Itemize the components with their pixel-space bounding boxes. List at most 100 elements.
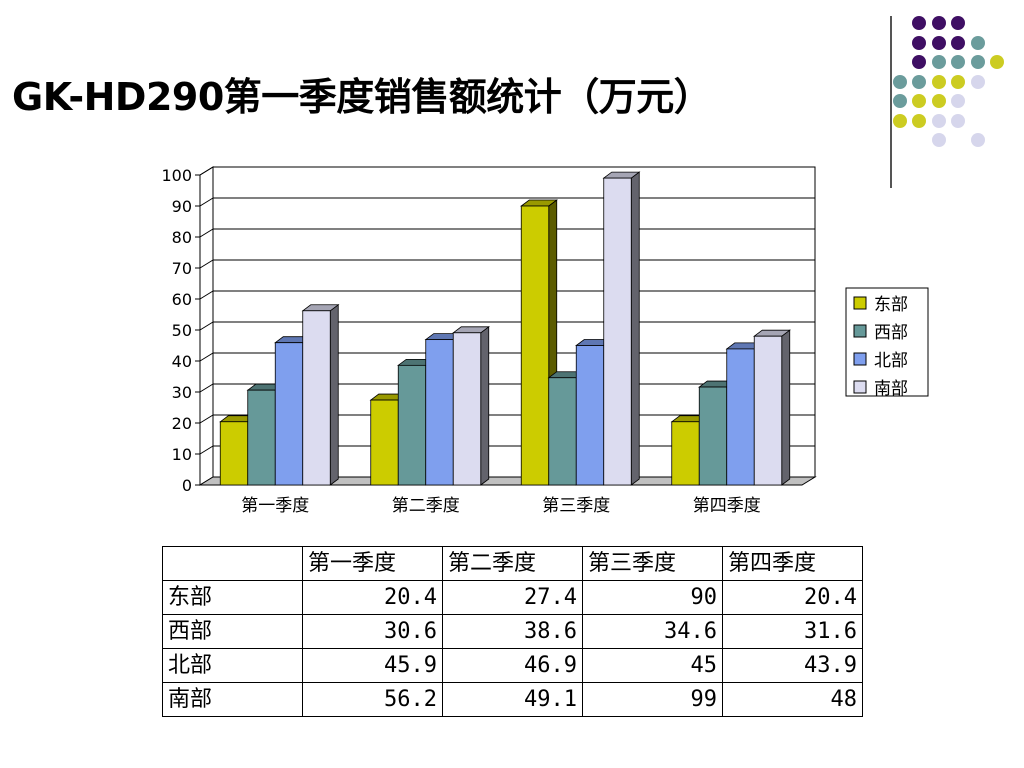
table-header-cell: 第四季度	[722, 546, 863, 581]
bar	[452, 332, 482, 486]
bar	[219, 421, 249, 486]
y-tick-label: 90	[172, 197, 192, 216]
decorative-dot	[892, 74, 907, 89]
bar	[726, 348, 755, 486]
y-tick-label: 0	[182, 476, 192, 495]
bar-side	[480, 325, 490, 486]
bar	[397, 364, 427, 486]
table-header-cell	[162, 546, 303, 581]
bar-side	[781, 329, 791, 486]
decorative-dot	[951, 113, 965, 128]
decorative-dot	[970, 74, 985, 89]
decorative-dot	[970, 35, 985, 50]
table-cell: 99	[582, 682, 723, 717]
table-cell: 90	[582, 580, 723, 615]
table-header-cell: 第二季度	[442, 546, 583, 581]
legend-label: 西部	[874, 323, 908, 343]
decorative-dot	[912, 94, 926, 108]
row-header: 北部	[162, 648, 303, 683]
decorative-dot	[912, 16, 926, 30]
legend-swatch	[853, 352, 867, 366]
legend-label: 北部	[874, 351, 908, 371]
y-tick-label: 80	[172, 228, 192, 247]
decorative-dot	[931, 74, 946, 89]
y-tick-label: 20	[172, 414, 192, 433]
decorative-dot	[912, 35, 926, 50]
bar	[575, 345, 605, 486]
decorative-dot	[970, 55, 985, 69]
table-header-row: 第一季度 第二季度 第三季度 第四季度	[162, 546, 863, 581]
decorative-dot	[931, 55, 946, 69]
decorative-dot	[951, 16, 965, 30]
table-cell: 56.2	[302, 682, 443, 717]
decorative-dot	[912, 113, 926, 128]
row-header: 西部	[162, 614, 303, 649]
row-header: 东部	[162, 580, 303, 615]
table-row: 西部 30.6 38.6 34.6 31.6	[162, 614, 863, 649]
legend-label: 南部	[874, 379, 908, 399]
table-cell: 49.1	[442, 682, 583, 717]
decorative-dot	[931, 16, 946, 30]
decorative-dot	[970, 133, 985, 147]
y-tick-label: 70	[172, 259, 192, 278]
y-tick-label: 10	[172, 445, 192, 464]
table-cell: 43.9	[722, 648, 863, 683]
bar	[603, 177, 632, 486]
x-tick-label: 第三季度	[542, 496, 610, 516]
bar	[425, 339, 454, 486]
table-row: 东部 20.4 27.4 90 20.4	[162, 580, 863, 615]
gridline-side	[199, 383, 214, 393]
x-tick-label: 第一季度	[241, 496, 309, 516]
decorative-dot	[892, 94, 907, 108]
bar	[520, 205, 550, 486]
bar	[302, 310, 331, 486]
table-header-cell: 第三季度	[582, 546, 723, 581]
decorative-dot	[931, 35, 946, 50]
bar-side	[630, 171, 640, 486]
table-cell: 34.6	[582, 614, 723, 649]
gridline-side	[199, 321, 214, 331]
bar	[753, 335, 783, 486]
gridline-side	[199, 228, 214, 238]
page-title: GK-HD290第一季度销售额统计（万元）	[12, 75, 712, 119]
bar	[274, 342, 304, 486]
decorative-dot	[912, 55, 926, 69]
table-cell: 38.6	[442, 614, 583, 649]
bar	[698, 386, 728, 486]
table-cell: 45	[582, 648, 723, 683]
bar	[548, 377, 577, 486]
gridline-side	[199, 352, 214, 362]
table-header-cell: 第一季度	[302, 546, 443, 581]
row-header: 南部	[162, 682, 303, 717]
gridline-side	[199, 197, 214, 207]
table-cell: 48	[722, 682, 863, 717]
bar	[671, 421, 700, 486]
data-table: 第一季度 第二季度 第三季度 第四季度 东部 20.4 27.4 90 20.4…	[162, 546, 863, 717]
y-tick-label: 60	[172, 290, 192, 309]
decorative-dot	[931, 113, 946, 128]
table-row: 南部 56.2 49.1 99 48	[162, 682, 863, 717]
decorative-dot	[990, 55, 1004, 69]
table-cell: 27.4	[442, 580, 583, 615]
y-tick-label: 50	[172, 321, 192, 340]
bar-side	[329, 303, 339, 486]
decorative-dot	[951, 74, 965, 89]
legend-swatch	[853, 324, 867, 338]
y-tick-label: 40	[172, 352, 192, 371]
legend-swatch	[853, 380, 867, 394]
table-cell: 20.4	[302, 580, 443, 615]
table-cell: 31.6	[722, 614, 863, 649]
decorative-dot	[951, 35, 965, 50]
gridline-side	[199, 290, 214, 300]
table-cell: 46.9	[442, 648, 583, 683]
y-tick-label: 100	[161, 166, 192, 185]
decorative-dot	[951, 55, 965, 69]
gridline-side	[199, 445, 214, 455]
decorative-divider-line	[890, 16, 892, 188]
x-tick-label: 第二季度	[392, 496, 460, 516]
legend-swatch	[853, 296, 867, 310]
bar-chart: 0 10 20 30 40 50 60 70 80 90 100 第一季度 第二季度 第三季度 第四季度 东部…	[161, 166, 929, 516]
legend-label: 东部	[874, 295, 908, 315]
table-cell: 20.4	[722, 580, 863, 615]
gridline-side	[199, 414, 214, 424]
